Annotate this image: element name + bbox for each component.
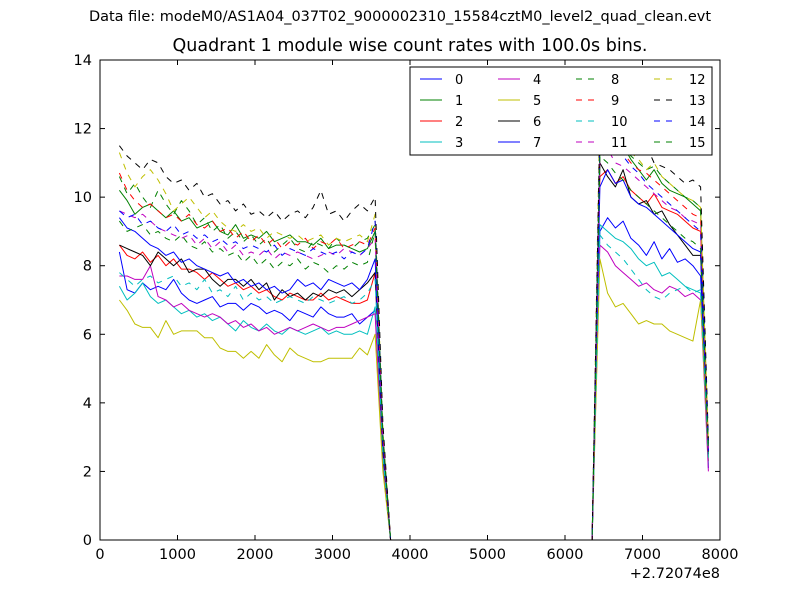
- series-line-5: [118, 258, 709, 541]
- legend-label-5: 5: [533, 94, 541, 109]
- legend-label-9: 9: [611, 94, 619, 109]
- y-tick-label: 10: [74, 190, 92, 206]
- legend-frame: [409, 66, 713, 156]
- y-tick-label: 0: [83, 533, 92, 549]
- x-tick-label: 6000: [547, 547, 584, 563]
- x-tick-label: 7000: [624, 547, 661, 563]
- legend-label-6: 6: [533, 115, 541, 130]
- tick-layer: 0 1000 2000 3000 4000 5000 6000 7000 80000246810…: [74, 53, 739, 563]
- series-line-12: [118, 100, 709, 541]
- series-line-9: [118, 128, 709, 541]
- legend-label-8: 8: [611, 73, 619, 88]
- x-offset-label: +2.72074e8: [630, 566, 720, 582]
- x-tick-label: 0: [95, 547, 104, 563]
- legend-label-11: 11: [611, 136, 628, 151]
- series-layer: [118, 100, 709, 541]
- series-line-3: [118, 224, 709, 541]
- series-line-14: [119, 128, 709, 541]
- y-tick-label: 8: [83, 259, 92, 275]
- series-line-2: [118, 169, 709, 541]
- legend-label-3: 3: [455, 136, 463, 151]
- legend-label-12: 12: [689, 73, 706, 88]
- series-line-8: [118, 131, 709, 541]
- legend-label-10: 10: [611, 115, 628, 130]
- x-tick-label: 5000: [469, 547, 506, 563]
- x-tick-label: 3000: [314, 547, 351, 563]
- chart-title: Quadrant 1 module wise count rates with …: [172, 36, 648, 56]
- x-tick-label: 2000: [237, 547, 274, 563]
- legend-label-1: 1: [455, 94, 463, 109]
- series-line-7: [118, 169, 709, 541]
- x-tick-label: 4000: [392, 547, 429, 563]
- series-line-10: [119, 234, 709, 541]
- series-line-11: [119, 148, 709, 541]
- y-tick-label: 2: [83, 464, 92, 480]
- y-tick-label: 12: [74, 122, 92, 138]
- y-tick-label: 6: [83, 327, 92, 343]
- legend-label-2: 2: [455, 115, 463, 130]
- y-tick-label: 4: [83, 396, 92, 412]
- series-line-4: [119, 244, 709, 541]
- legend-label-13: 13: [689, 94, 706, 109]
- legend-label-14: 14: [689, 115, 706, 130]
- series-line-0: [118, 217, 709, 541]
- figure-suptitle: Data file: modeM0/AS1A04_037T02_90000023…: [88, 9, 712, 25]
- x-tick-label: 1000: [159, 547, 196, 563]
- series-line-13: [118, 107, 709, 541]
- series-line-15: [118, 155, 709, 541]
- legend-label-7: 7: [533, 136, 541, 151]
- y-tick-label: 14: [74, 53, 92, 69]
- x-tick-label: 8000: [702, 547, 739, 563]
- legend-label-4: 4: [533, 73, 541, 88]
- series-line-1: [118, 141, 709, 541]
- legend-label-15: 15: [689, 136, 706, 151]
- series-line-6: [119, 162, 709, 541]
- legend-label-0: 0: [455, 73, 463, 88]
